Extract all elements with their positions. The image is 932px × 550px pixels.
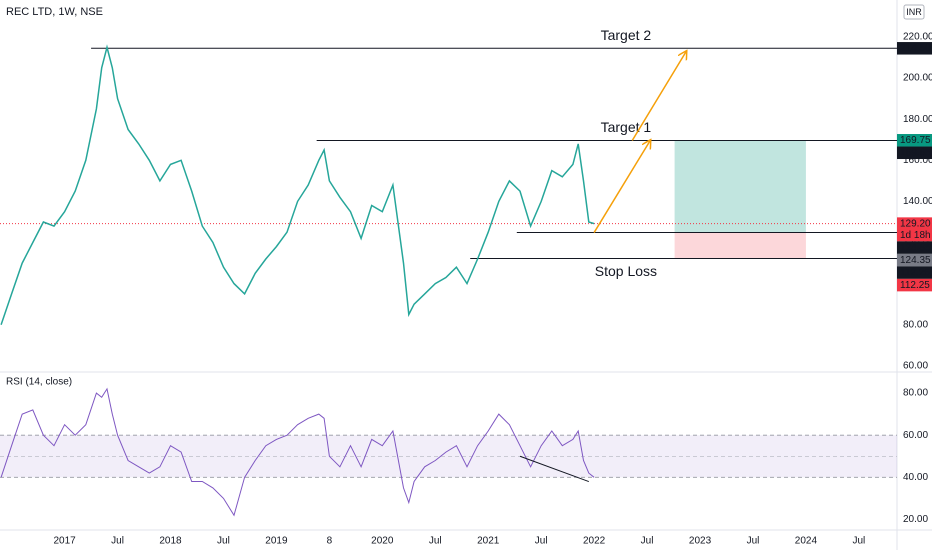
target-zone	[674, 140, 806, 233]
y-tick-label: 180.00	[903, 114, 932, 125]
price-label: 214.50	[900, 43, 931, 54]
y-tick-label: 60.00	[903, 360, 928, 371]
x-tick-label: 2021	[477, 536, 500, 547]
rsi-tick-label: 40.00	[903, 472, 928, 483]
countdown-label: 1d 18h	[900, 230, 931, 241]
y-tick-label: 160.00	[903, 155, 932, 166]
currency-box[interactable]	[903, 4, 925, 20]
price-label: 169.65	[900, 148, 931, 159]
x-tick-label: 2018	[159, 536, 182, 547]
projection-arrow	[593, 140, 650, 233]
x-tick-label: Jul	[217, 536, 230, 547]
price-label: 169.75	[900, 135, 931, 146]
x-tick-label: Jul	[535, 536, 548, 547]
price-label-box	[897, 217, 932, 242]
currency[interactable]: INR	[906, 7, 922, 17]
rsi-tick-label: 80.00	[903, 388, 928, 399]
price-label-box	[897, 42, 932, 55]
price-label: 124.35	[900, 255, 931, 266]
x-tick-label: Jul	[852, 536, 865, 547]
price-label-box	[897, 134, 932, 147]
y-tick-label: 140.00	[903, 196, 932, 207]
level-label: Target 2	[601, 27, 652, 43]
x-tick-label: 2020	[371, 536, 394, 547]
x-tick-label: Jul	[641, 536, 654, 547]
price-line	[0, 44, 595, 325]
x-tick-label: Jul	[747, 536, 760, 547]
level-label: Stop Loss	[595, 263, 657, 279]
symbol-title: REC LTD, 1W, NSE	[6, 6, 103, 18]
rsi-divergence	[519, 455, 589, 483]
y-tick-label: 220.00	[903, 32, 932, 43]
price-label: 124.85	[900, 243, 931, 254]
y-tick-label: 200.00	[903, 73, 932, 84]
x-tick-label: 2019	[265, 536, 288, 547]
price-label: 112.25	[900, 268, 930, 279]
price-label: 129.20	[900, 219, 931, 230]
rsi-tick-label: 20.00	[903, 514, 928, 525]
price-label: 112.25	[900, 280, 930, 291]
stop-zone	[674, 232, 806, 259]
y-tick-label: 80.00	[903, 319, 928, 330]
x-tick-label: Jul	[429, 536, 442, 547]
price-label-box	[897, 266, 932, 279]
x-tick-label: 2017	[53, 536, 76, 547]
x-tick-label: 2024	[795, 536, 818, 547]
price-label-box	[897, 241, 932, 254]
price-label-box	[897, 146, 932, 160]
projection-arrow	[631, 51, 686, 141]
x-tick-label: 8	[327, 536, 333, 547]
rsi-tick-label: 60.00	[903, 430, 928, 441]
price-label-box	[897, 278, 932, 292]
price-label-box	[897, 253, 932, 267]
rsi-line	[0, 387, 595, 517]
x-tick-label: 2022	[583, 536, 606, 547]
x-tick-label: Jul	[111, 536, 124, 547]
x-tick-label: 2023	[689, 536, 712, 547]
rsi-label: RSI (14, close)	[6, 377, 72, 388]
